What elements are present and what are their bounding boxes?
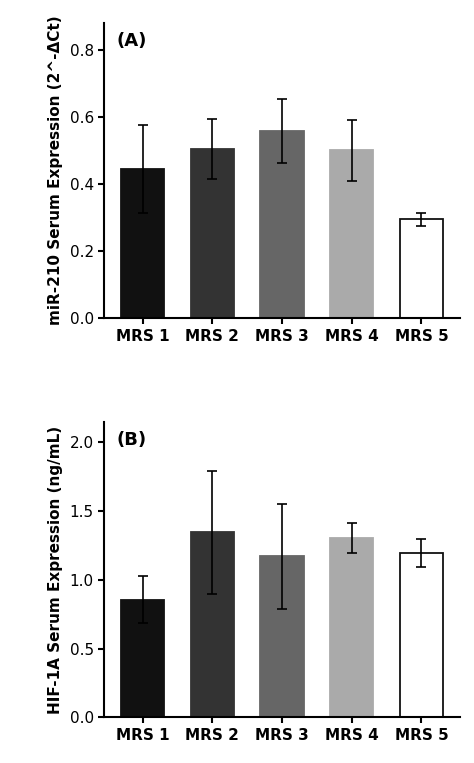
Bar <box>400 553 443 717</box>
Bar <box>330 538 374 717</box>
Bar <box>121 600 164 717</box>
Y-axis label: miR-210 Serum Expression (2^-ΔCt): miR-210 Serum Expression (2^-ΔCt) <box>48 16 63 326</box>
Text: (A): (A) <box>116 32 146 50</box>
Bar <box>121 169 164 318</box>
Bar <box>260 131 304 318</box>
Bar <box>330 150 374 318</box>
Bar <box>260 556 304 717</box>
Text: (B): (B) <box>116 430 146 449</box>
Bar <box>191 533 234 717</box>
Bar <box>191 149 234 318</box>
Bar <box>400 219 443 318</box>
Y-axis label: HIF-1A Serum Expression (ng/mL): HIF-1A Serum Expression (ng/mL) <box>48 426 63 713</box>
